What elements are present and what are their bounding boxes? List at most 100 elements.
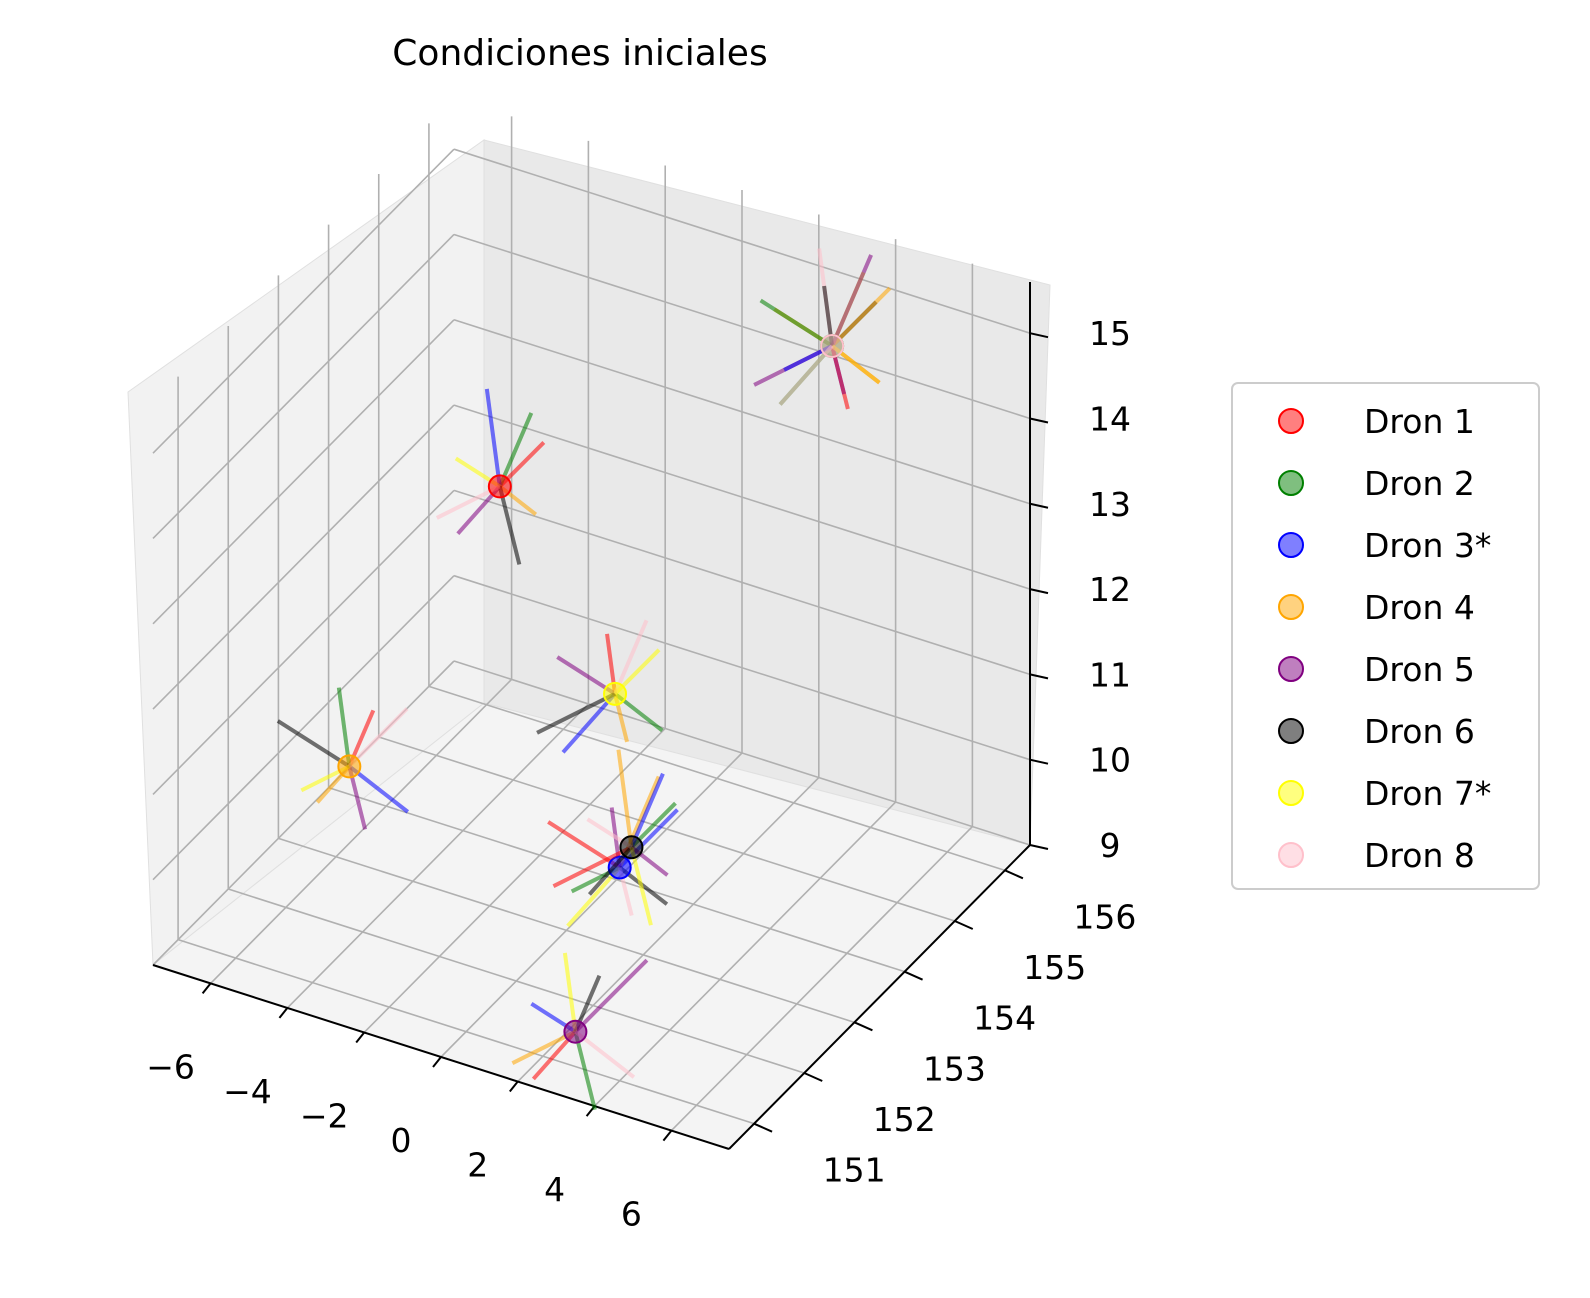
legend-item: Dron 7*	[1278, 774, 1491, 813]
legend: Dron 1 Dron 2 Dron 3* Dron 4 Dron 5 Dron 6 Dro…	[1231, 382, 1540, 890]
x-tick-label: 2	[467, 1146, 488, 1185]
direction-stick	[484, 388, 502, 487]
grid-line	[210, 678, 513, 984]
direction-stick	[348, 764, 410, 814]
y-tick-label: 156	[1073, 897, 1136, 936]
y-tick-label: 154	[973, 999, 1036, 1038]
direction-stick	[830, 286, 892, 348]
legend-item: Dron 3*	[1278, 526, 1491, 565]
drone-cluster-7	[536, 619, 664, 754]
grid-lines	[152, 116, 1031, 1132]
drone-marker	[337, 754, 362, 779]
z-tick-mark	[1029, 673, 1049, 680]
direction-stick	[574, 1030, 636, 1079]
z-tick-mark	[1029, 758, 1049, 765]
x-tick-mark	[201, 982, 212, 995]
direction-stick	[347, 707, 409, 768]
drone-marker	[487, 474, 512, 499]
x-tick-mark	[662, 1129, 673, 1142]
direction-stick	[613, 619, 649, 695]
z-tick-mark	[1029, 417, 1049, 424]
x-tick-label: 4	[544, 1170, 565, 1209]
y-tick-label: 152	[873, 1100, 936, 1139]
direction-stick	[552, 845, 633, 888]
legend-label: Dron 7*	[1364, 774, 1491, 813]
direction-stick	[566, 866, 622, 928]
grid-line	[453, 574, 1031, 761]
direction-stick	[336, 687, 352, 767]
grid-line	[286, 703, 589, 1009]
grid-line	[363, 727, 666, 1034]
z-tick-label: 12	[1089, 570, 1131, 609]
y-tick-mark	[954, 920, 974, 930]
y-tick-label: 153	[923, 1049, 986, 1088]
x-tick-label: 6	[621, 1195, 642, 1234]
x-ticks: −6 −4 −2 0 2 4 6	[146, 982, 673, 1234]
legend-label: Dron 4	[1364, 588, 1475, 627]
x-tick-mark	[432, 1056, 442, 1068]
legend-item: Dron 8	[1278, 836, 1475, 875]
drone-cluster-8	[759, 254, 892, 410]
x-tick-label: −2	[300, 1096, 349, 1135]
legend-marker	[1278, 594, 1304, 620]
y-ticks: 151 152 153 154 155 156	[753, 869, 1136, 1190]
drone-cluster-5	[511, 952, 649, 1111]
z-tick-label: 13	[1089, 485, 1131, 524]
chart-title: Condiciones iniciales	[392, 33, 767, 74]
direction-stick	[276, 719, 351, 769]
z-tick-mark	[1029, 844, 1049, 850]
legend-marker	[1278, 656, 1304, 682]
z-tick-mark	[1029, 332, 1049, 339]
drone-marker	[563, 1019, 588, 1044]
legend-item: Dron 4	[1278, 588, 1475, 627]
x-tick-mark	[509, 1080, 519, 1093]
grid-line	[453, 233, 1031, 420]
direction-stick	[778, 344, 834, 406]
legend-marker	[1278, 470, 1304, 496]
drone-marker	[619, 835, 644, 860]
drone-clusters	[276, 248, 892, 1111]
y-tick-mark	[854, 1021, 873, 1032]
legend-label: Dron 6	[1364, 712, 1475, 751]
legend-item: Dron 5	[1278, 650, 1475, 689]
grid-line	[453, 660, 1031, 846]
z-ticks: 9 10 11 12 13 14 15	[1029, 314, 1131, 865]
grid-line	[278, 837, 855, 1024]
y-tick-mark	[1004, 869, 1024, 880]
drone-marker	[603, 681, 628, 706]
legend-label: Dron 5	[1364, 650, 1475, 689]
grid-line	[152, 404, 455, 710]
grid-line	[328, 786, 905, 973]
legend-item: Dron 6	[1278, 712, 1475, 751]
direction-stick	[497, 412, 534, 488]
grid-line	[453, 148, 1031, 334]
z-tick-mark	[1029, 502, 1049, 509]
direction-stick	[759, 298, 834, 348]
grid-line	[152, 148, 455, 454]
x-tick-label: 0	[391, 1121, 412, 1160]
direction-stick	[562, 952, 578, 1032]
grid-line	[152, 319, 455, 625]
y-tick-mark	[753, 1122, 773, 1133]
z-tick-label: 10	[1089, 741, 1131, 780]
grid-line	[594, 801, 897, 1107]
x-tick-mark	[278, 1007, 289, 1019]
legend-item: Dron 2	[1278, 464, 1475, 503]
grid-line	[453, 319, 1031, 505]
legend-item: Dron 1	[1278, 402, 1475, 441]
legend-marker	[1278, 780, 1304, 806]
legend-marker	[1278, 718, 1304, 744]
grid-line	[453, 489, 1031, 676]
drone-marker	[820, 333, 845, 358]
z-tick-label: 14	[1089, 399, 1131, 438]
legend-box	[1231, 382, 1540, 890]
legend-marker	[1278, 842, 1304, 868]
grid-line	[670, 826, 973, 1132]
y-tick-mark	[904, 970, 923, 981]
legend-label: Dron 1	[1364, 402, 1475, 441]
legend-label: Dron 2	[1364, 464, 1475, 503]
z-tick-label: 11	[1089, 655, 1131, 694]
direction-stick	[561, 692, 617, 754]
grid-line	[228, 888, 805, 1074]
